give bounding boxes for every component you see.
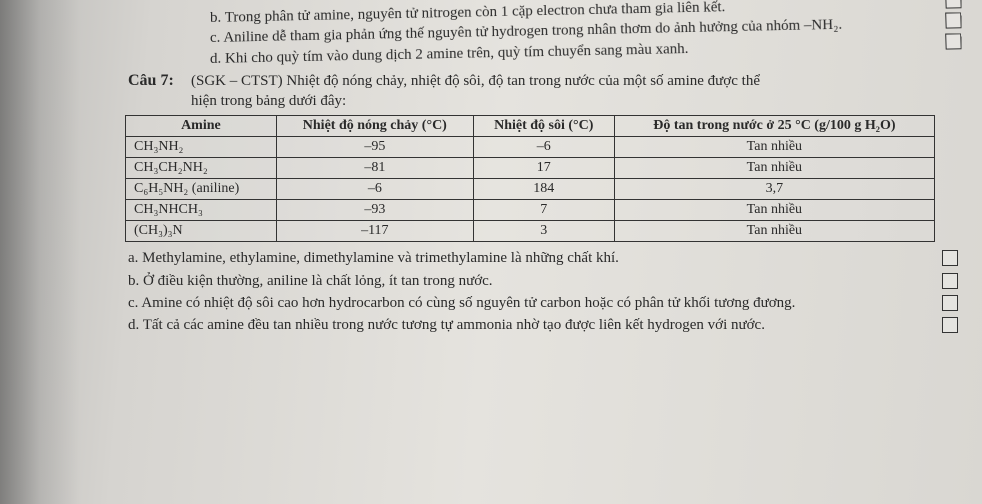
opt-a-text: a. Methylamine, ethylamine, dimethylamin…	[128, 248, 934, 268]
table-row: CH₃NHCH₃ –93 7 Tan nhiều	[126, 200, 935, 221]
cell-boil: 7	[473, 200, 614, 221]
th-sol: Độ tan trong nước ở 25 °C (g/100 g H₂O)	[614, 116, 934, 137]
cell-sol: Tan nhiều	[614, 158, 934, 179]
checkbox-intro-c[interactable]	[945, 13, 961, 29]
cell-sol: Tan nhiều	[614, 200, 934, 221]
cell-sol: Tan nhiều	[614, 137, 934, 158]
opt-b-text: b. Ở điều kiện thường, aniline là chất l…	[128, 271, 934, 291]
th-amine: Amine	[126, 116, 277, 137]
checkbox-opt-c[interactable]	[942, 295, 958, 311]
table-row: C₆H₅NH₂ (aniline) –6 184 3,7	[126, 179, 935, 200]
th-melt: Nhiệt độ nóng chảy (°C)	[276, 116, 473, 137]
cell-sol: 3,7	[614, 179, 934, 200]
cell-sol: Tan nhiều	[614, 221, 934, 242]
cell-melt: –95	[276, 137, 473, 158]
table-row: CH₃NH₂ –95 –6 Tan nhiều	[126, 137, 935, 158]
table-row: (CH₃)₃N –117 3 Tan nhiều	[126, 221, 935, 242]
cell-boil: 3	[473, 221, 614, 242]
th-boil: Nhiệt độ sôi (°C)	[473, 116, 614, 137]
cell-boil: 17	[473, 158, 614, 179]
opt-c-text: c. Amine có nhiệt độ sôi cao hơn hydroca…	[128, 293, 934, 313]
cau7-label: Câu 7:	[128, 71, 183, 90]
checkbox-intro-b[interactable]	[945, 0, 961, 9]
cell-melt: –6	[276, 179, 473, 200]
opt-d-text: d. Tất cả các amine đều tan nhiều trong …	[128, 315, 934, 335]
checkbox-opt-a[interactable]	[942, 250, 958, 266]
checkbox-opt-d[interactable]	[942, 317, 958, 333]
cell-name: CH₃CH₂NH₂	[126, 158, 277, 179]
cell-name: CH₃NH₂	[126, 137, 277, 158]
cell-melt: –117	[276, 221, 473, 242]
cell-melt: –93	[276, 200, 473, 221]
cau7-stem1: (SGK – CTST) Nhiệt độ nóng chảy, nhiệt đ…	[191, 71, 962, 91]
checkbox-opt-b[interactable]	[942, 273, 958, 289]
cell-name: C₆H₅NH₂ (aniline)	[126, 179, 277, 200]
cau7-stem2: hiện trong bảng dưới đây:	[191, 91, 962, 111]
cell-boil: –6	[473, 137, 614, 158]
cell-boil: 184	[473, 179, 614, 200]
cell-melt: –81	[276, 158, 473, 179]
amine-table: Amine Nhiệt độ nóng chảy (°C) Nhiệt độ s…	[125, 115, 935, 242]
table-row: CH₃CH₂NH₂ –81 17 Tan nhiều	[126, 158, 935, 179]
checkbox-intro-d[interactable]	[945, 33, 961, 49]
cell-name: (CH₃)₃N	[126, 221, 277, 242]
cell-name: CH₃NHCH₃	[126, 200, 277, 221]
